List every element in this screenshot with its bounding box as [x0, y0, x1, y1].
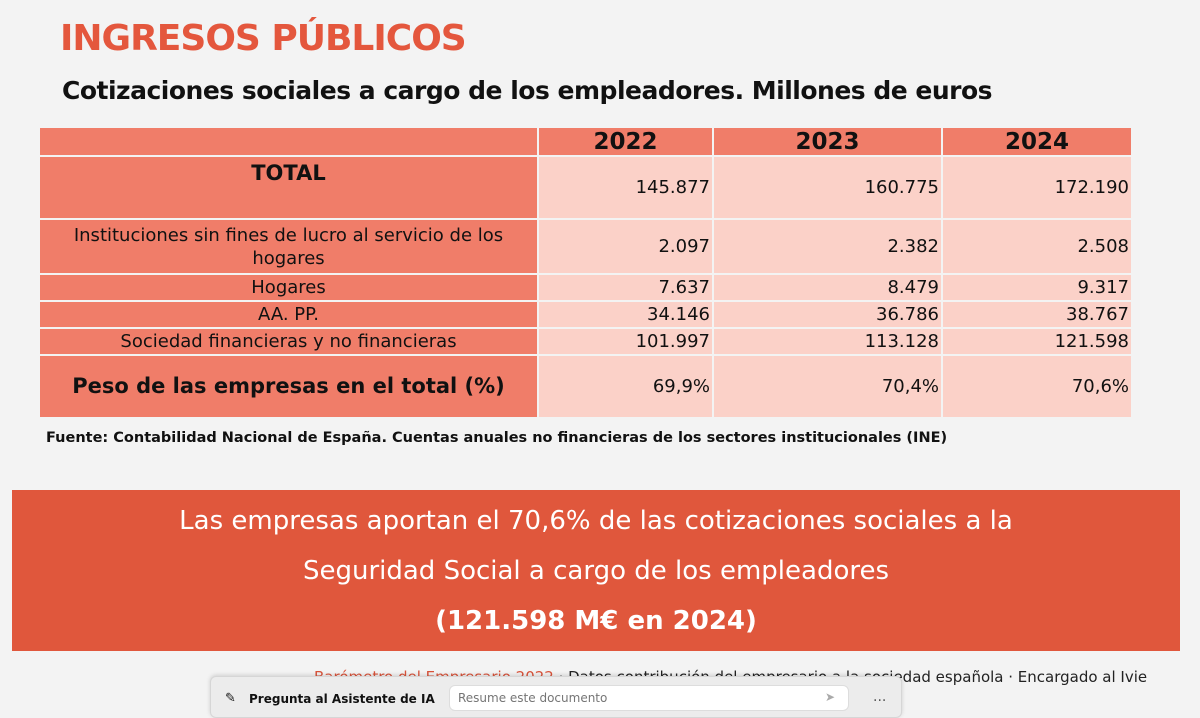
banner-line-2: Seguridad Social a cargo de los empleado… [302, 556, 890, 586]
cell: 145.877 [539, 157, 712, 218]
cell: 160.775 [714, 157, 941, 218]
cell: 70,6% [943, 356, 1131, 417]
table-row: Sociedad financieras y no financieras 10… [40, 329, 1131, 354]
cell: 2.097 [539, 220, 712, 273]
cell: 101.997 [539, 329, 712, 354]
row-label: TOTAL [40, 157, 537, 218]
cell: 8.479 [714, 275, 941, 300]
table-row: AA. PP. 34.146 36.786 38.767 [40, 302, 1131, 327]
row-label: Hogares [40, 275, 537, 300]
send-icon[interactable]: ➤ [825, 690, 836, 704]
header-2024: 2024 [943, 128, 1131, 155]
cell: 34.146 [539, 302, 712, 327]
banner-line-1: Las empresas aportan el 70,6% de las cot… [179, 506, 1013, 536]
ai-assistant-bar: ✎ Pregunta al Asistente de IA ➤ ... [210, 676, 902, 718]
table-subtitle: Cotizaciones sociales a cargo de los emp… [62, 76, 993, 105]
row-label: Peso de las empresas en el total (%) [40, 356, 537, 417]
cell: 121.598 [943, 329, 1131, 354]
row-label: AA. PP. [40, 302, 537, 327]
header-2023: 2023 [714, 128, 941, 155]
table-row: Hogares 7.637 8.479 9.317 [40, 275, 1131, 300]
highlight-banner: Las empresas aportan el 70,6% de las cot… [12, 490, 1180, 651]
cell: 2.382 [714, 220, 941, 273]
ai-prompt-input[interactable] [449, 685, 849, 711]
ai-sparkle-icon: ✎ [225, 691, 236, 706]
cell: 70,4% [714, 356, 941, 417]
table-header-row: 2022 2023 2024 [40, 128, 1131, 155]
cell: 38.767 [943, 302, 1131, 327]
header-empty [40, 128, 537, 155]
more-options-button[interactable]: ... [873, 689, 887, 705]
ai-assistant-button[interactable]: Pregunta al Asistente de IA [249, 692, 435, 706]
row-label: Instituciones sin fines de lucro al serv… [40, 220, 537, 273]
table-row: TOTAL 145.877 160.775 172.190 [40, 157, 1131, 218]
row-label: Sociedad financieras y no financieras [40, 329, 537, 354]
cell: 36.786 [714, 302, 941, 327]
data-table: 2022 2023 2024 TOTAL 145.877 160.775 172… [38, 126, 1133, 419]
cell: 9.317 [943, 275, 1131, 300]
cell: 69,9% [539, 356, 712, 417]
cell: 7.637 [539, 275, 712, 300]
header-2022: 2022 [539, 128, 712, 155]
cell: 2.508 [943, 220, 1131, 273]
cell: 172.190 [943, 157, 1131, 218]
page-title: INGRESOS PÚBLICOS [60, 18, 467, 59]
table-row: Instituciones sin fines de lucro al serv… [40, 220, 1131, 273]
source-note: Fuente: Contabilidad Nacional de España.… [46, 430, 948, 446]
banner-line-3: (121.598 M€ en 2024) [435, 606, 757, 636]
table-row: Peso de las empresas en el total (%) 69,… [40, 356, 1131, 417]
cell: 113.128 [714, 329, 941, 354]
